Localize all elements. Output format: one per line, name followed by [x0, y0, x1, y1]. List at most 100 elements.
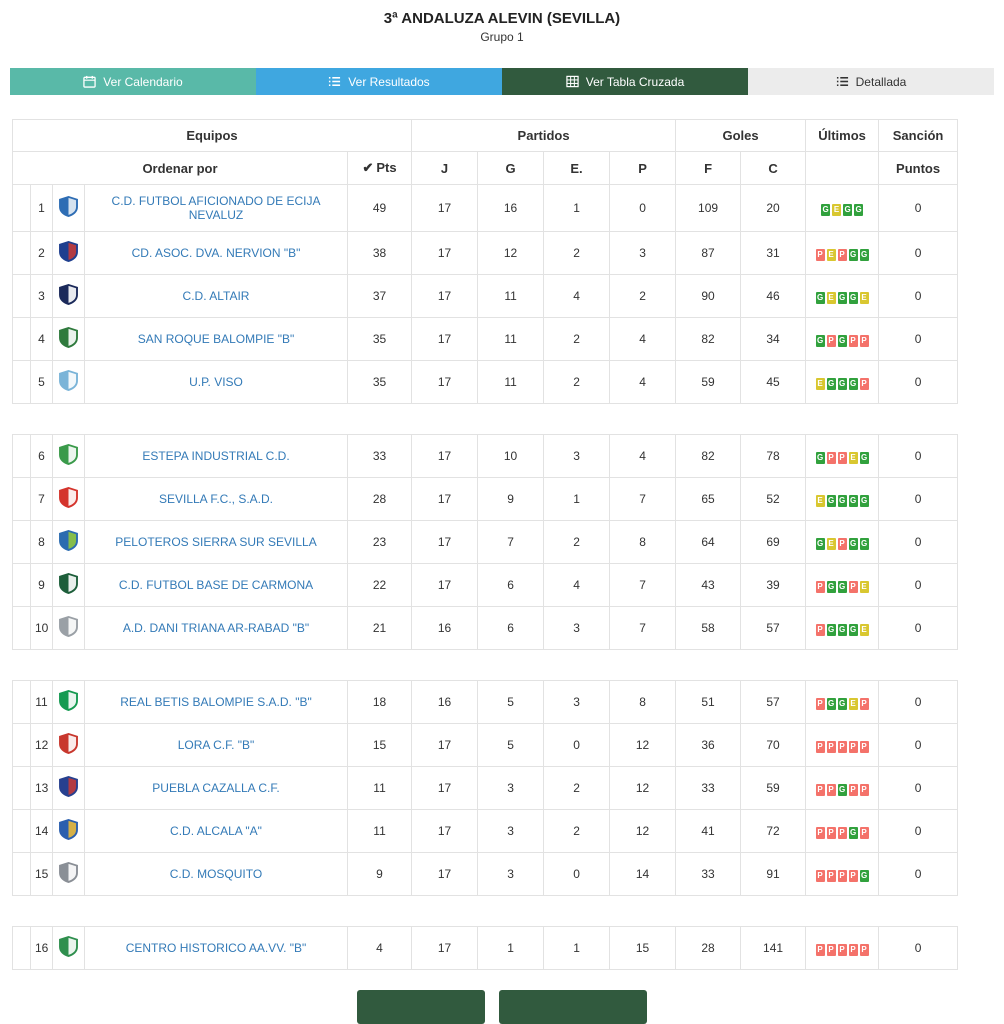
crest-cell	[52, 680, 85, 724]
form-badge-E: E	[815, 377, 825, 390]
pts-cell: 28	[346, 477, 413, 521]
team-link[interactable]: C.D. ALTAIR	[182, 289, 250, 303]
played-cell: 16	[411, 680, 479, 724]
team-cell: SEVILLA F.C., S.A.D.	[84, 477, 348, 521]
sanction-cell: 0	[878, 723, 959, 767]
form-badge-P: P	[859, 783, 869, 796]
goals-against-cell: 52	[740, 477, 807, 521]
header-puntos: Puntos	[878, 151, 959, 185]
header-lost: P	[609, 151, 677, 185]
tab-bar: Ver Calendario Ver Resultados Ver Tabla Cr…	[10, 68, 994, 95]
played-cell: 17	[411, 723, 479, 767]
form-badge-P: P	[826, 869, 836, 882]
team-link[interactable]: SEVILLA F.C., S.A.D.	[158, 492, 274, 506]
team-link[interactable]: CD. ASOC. DVA. NERVION "B"	[131, 246, 301, 260]
drawn-cell: 3	[543, 680, 611, 724]
sanction-cell: 0	[878, 477, 959, 521]
played-cell: 17	[411, 809, 479, 853]
position-cell: 15	[30, 852, 53, 896]
form-badge-P: P	[815, 869, 825, 882]
drawn-cell: 2	[543, 809, 611, 853]
team-link[interactable]: C.D. MOSQUITO	[169, 867, 263, 881]
row-spacer-cell	[12, 563, 31, 607]
table-row: 4 SAN ROQUE BALOMPIE "B" 35 17 11 2 4 82 34 G P G P P…	[12, 317, 959, 361]
footer-button-1[interactable]	[357, 990, 485, 1024]
position-cell: 8	[30, 520, 53, 564]
form-badge-P: P	[815, 943, 825, 956]
table-row: 5 U.P. VISO 35 17 11 2 4 59 45 E G G G P 0	[12, 360, 959, 404]
sanction-cell: 0	[878, 563, 959, 607]
row-spacer-cell	[12, 184, 31, 232]
form-badge-G: G	[837, 334, 847, 347]
team-link[interactable]: CENTRO HISTORICO AA.VV. "B"	[125, 941, 307, 955]
crest-cell	[52, 184, 85, 232]
team-link[interactable]: PELOTEROS SIERRA SUR SEVILLA	[115, 535, 317, 549]
table-sub-header-row: Ordenar por ✔ Pts J G E. P F C Puntos	[12, 151, 959, 185]
team-link[interactable]: ESTEPA INDUSTRIAL C.D.	[142, 449, 290, 463]
form-badge-P: P	[859, 826, 869, 839]
drawn-cell: 2	[543, 360, 611, 404]
position-cell: 9	[30, 563, 53, 607]
form-badge-P: P	[859, 740, 869, 753]
pts-cell: 9	[346, 852, 413, 896]
tab-ver-calendario[interactable]: Ver Calendario	[10, 68, 256, 95]
goals-against-cell: 34	[740, 317, 807, 361]
team-crest-icon	[59, 936, 78, 960]
row-spacer-cell	[12, 434, 31, 478]
goals-against-cell: 45	[740, 360, 807, 404]
won-cell: 7	[477, 520, 545, 564]
header-form-empty	[805, 151, 880, 185]
crest-cell	[52, 360, 85, 404]
tab-ver-resultados[interactable]: Ver Resultados	[256, 68, 502, 95]
sort-by-points-header[interactable]: ✔ Pts	[346, 151, 413, 185]
form-badge-E: E	[848, 451, 858, 464]
played-cell: 17	[411, 563, 479, 607]
drawn-cell: 2	[543, 766, 611, 810]
table-row: 11 REAL BETIS BALOMPIE S.A.D. "B" 18 16 5 3 8 5…	[12, 680, 959, 724]
form-badge-P: P	[848, 580, 858, 593]
pts-cell: 37	[346, 274, 413, 318]
team-link[interactable]: C.D. FUTBOL AFICIONADO DE ECIJA NEVALUZ	[111, 194, 321, 222]
drawn-cell: 3	[543, 606, 611, 650]
goals-against-cell: 72	[740, 809, 807, 853]
page-title: 3ª ANDALUZA ALEVIN (SEVILLA)	[383, 10, 621, 27]
table-row: 9 C.D. FUTBOL BASE DE CARMONA 22 17 6 4 7 43 39 P…	[12, 563, 959, 607]
position-cell: 2	[30, 231, 53, 275]
team-link[interactable]: PUEBLA CAZALLA C.F.	[152, 781, 280, 795]
team-link[interactable]: U.P. VISO	[189, 375, 243, 389]
won-cell: 10	[477, 434, 545, 478]
team-crest-icon	[59, 327, 78, 351]
form-badge-E: E	[826, 537, 836, 550]
lost-cell: 2	[609, 274, 677, 318]
team-link[interactable]: SAN ROQUE BALOMPIE "B"	[137, 332, 295, 346]
goals-against-cell: 39	[740, 563, 807, 607]
form-badge-E: E	[859, 580, 869, 593]
position-cell: 16	[30, 926, 53, 970]
pts-cell: 23	[346, 520, 413, 564]
team-cell: PUEBLA CAZALLA C.F.	[84, 766, 348, 810]
goals-for-cell: 58	[675, 606, 742, 650]
team-cell: C.D. FUTBOL BASE DE CARMONA	[84, 563, 348, 607]
header-played: J	[411, 151, 479, 185]
team-crest-icon	[59, 616, 78, 640]
team-link[interactable]: LORA C.F. "B"	[177, 738, 255, 752]
table-row: 15 C.D. MOSQUITO 9 17 3 0 14 33 91 P P P P G 0	[12, 852, 959, 896]
drawn-cell: 1	[543, 477, 611, 521]
team-link[interactable]: C.D. ALCALA "A"	[170, 824, 262, 838]
form-badge-G: G	[837, 783, 847, 796]
team-link[interactable]: A.D. DANI TRIANA AR-RABAD "B"	[122, 621, 310, 635]
header-sancion: Sanción	[878, 119, 959, 152]
pts-cell: 18	[346, 680, 413, 724]
team-link[interactable]: C.D. FUTBOL BASE DE CARMONA	[118, 578, 314, 592]
tab-detallada[interactable]: Detallada	[748, 68, 994, 95]
position-cell: 14	[30, 809, 53, 853]
sanction-cell: 0	[878, 274, 959, 318]
form-badge-P: P	[848, 869, 858, 882]
form-badge-G: G	[821, 203, 831, 216]
team-link[interactable]: REAL BETIS BALOMPIE S.A.D. "B"	[120, 695, 312, 709]
tab-ver-tabla-cruzada[interactable]: Ver Tabla Cruzada	[502, 68, 748, 95]
header-drawn: E.	[543, 151, 611, 185]
lost-cell: 15	[609, 926, 677, 970]
footer-button-2[interactable]	[499, 990, 647, 1024]
table-row: 12 LORA C.F. "B" 15 17 5 0 12 36 70 P P P P P 0	[12, 723, 959, 767]
